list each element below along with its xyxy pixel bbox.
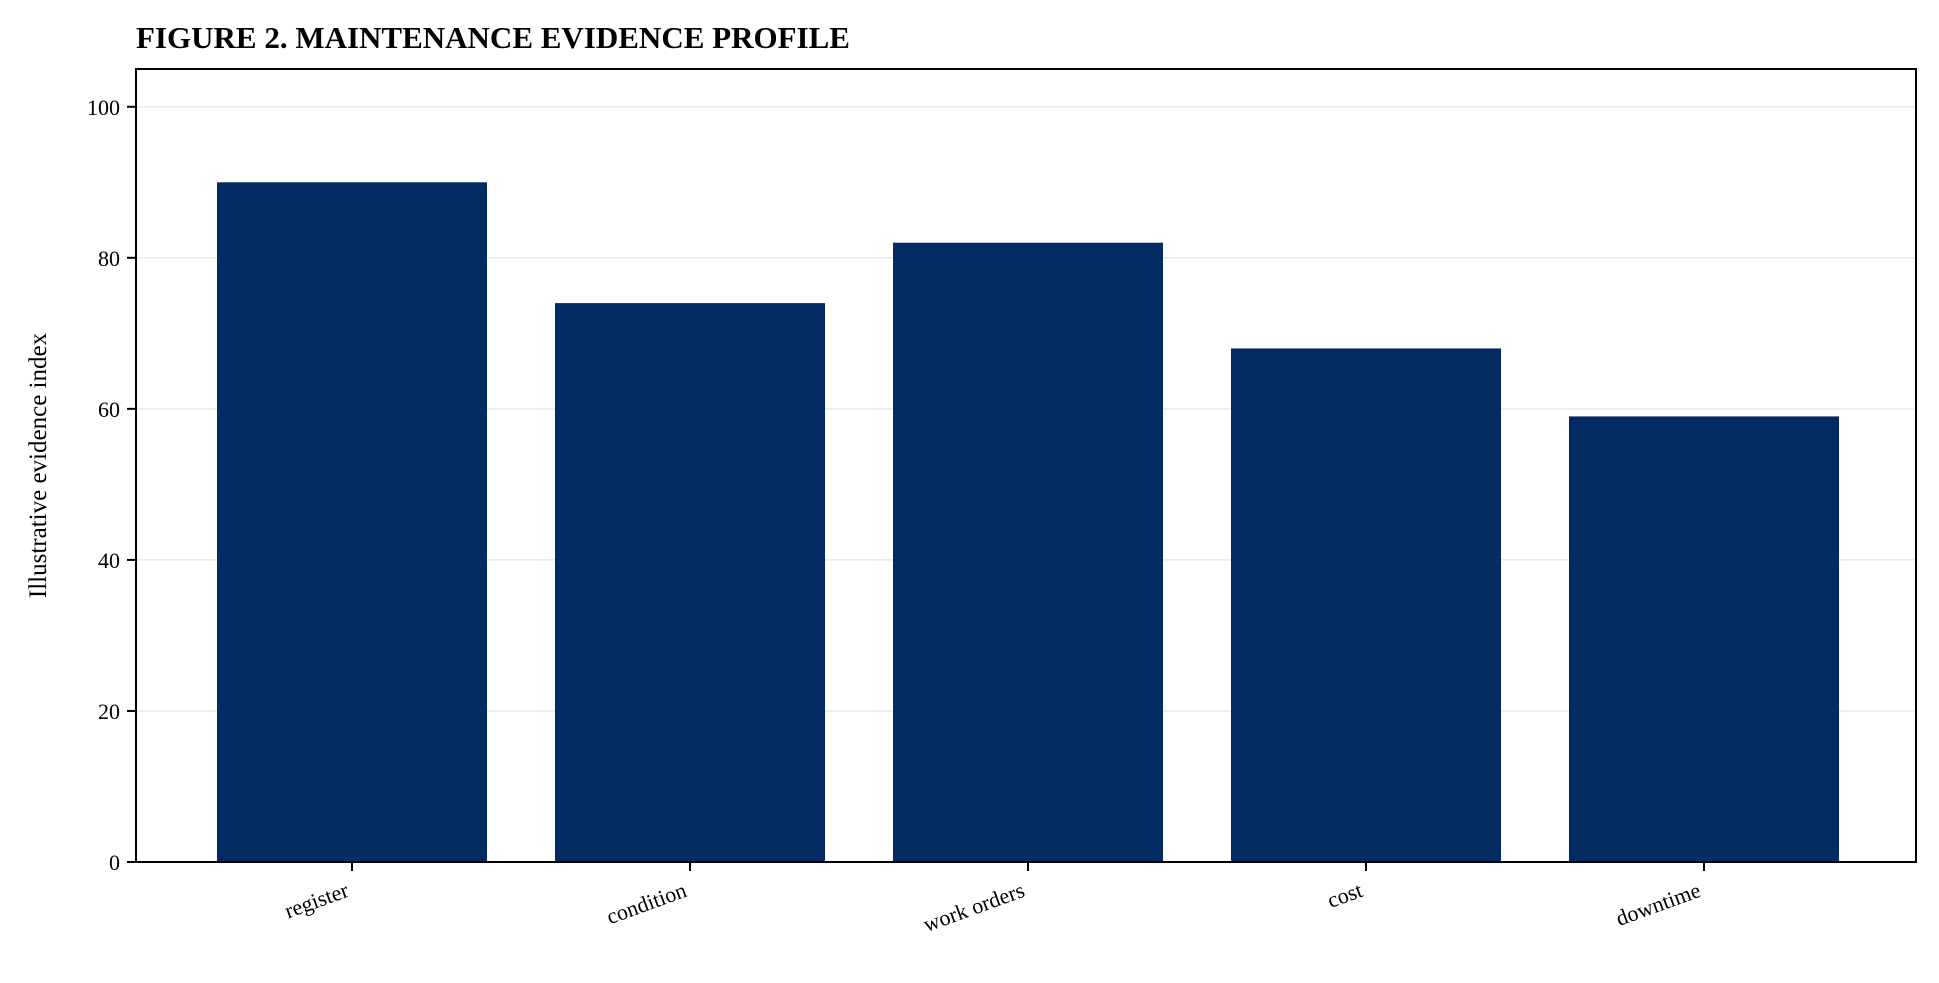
x-axis: register condition work orders cost downtime	[281, 862, 1705, 937]
bars	[217, 182, 1839, 863]
y-axis-label: Illustrative evidence index	[25, 332, 52, 598]
x-tick-label: condition	[603, 877, 690, 929]
x-tick-label: downtime	[1612, 877, 1703, 931]
x-tick-label: register	[281, 877, 352, 923]
y-tick-label: 0	[109, 850, 120, 875]
plot-frame	[135, 68, 1917, 863]
y-tick-label: 60	[98, 397, 120, 422]
bar-cost	[1231, 348, 1501, 862]
bar-condition	[555, 303, 825, 863]
y-tick-label: 20	[98, 699, 120, 724]
y-tick-label: 80	[98, 246, 120, 271]
bar-downtime	[1569, 416, 1839, 862]
bar-work-orders	[893, 242, 1163, 862]
chart-title: FIGURE 2. MAINTENANCE EVIDENCE PROFILE	[136, 20, 850, 55]
y-axis: 0 20 40 60 80 100	[87, 95, 136, 875]
x-tick-label: work orders	[920, 877, 1028, 937]
x-tick-label: cost	[1324, 877, 1366, 913]
y-tick-label: 40	[98, 548, 120, 573]
bar-register	[217, 182, 487, 863]
y-tick-label: 100	[87, 95, 120, 120]
